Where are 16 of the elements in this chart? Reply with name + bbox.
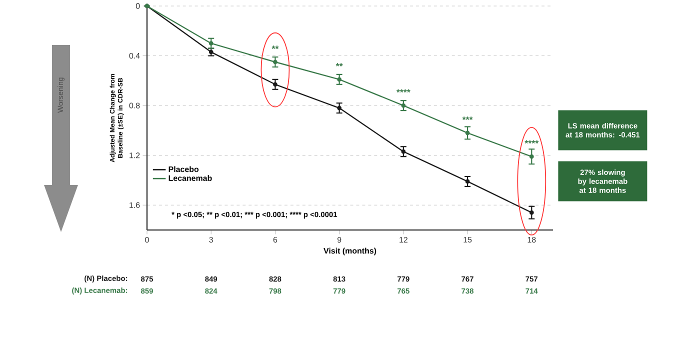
annotation: ** — [336, 63, 343, 66]
point — [208, 41, 214, 46]
point — [337, 77, 342, 82]
point — [529, 154, 534, 159]
point — [465, 130, 470, 136]
annotation: **** — [524, 140, 539, 144]
point — [529, 210, 534, 215]
point — [273, 82, 278, 87]
point — [401, 149, 406, 154]
annotation: **** — [396, 89, 410, 93]
annotation: ** — [272, 46, 279, 49]
annotation: *** — [462, 116, 473, 120]
point — [401, 103, 406, 108]
point — [273, 60, 278, 64]
point — [337, 106, 342, 110]
point — [465, 179, 470, 184]
